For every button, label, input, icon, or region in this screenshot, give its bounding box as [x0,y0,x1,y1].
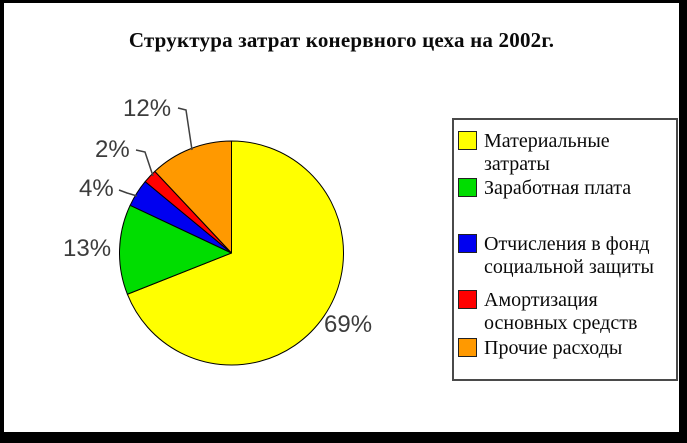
slice-label-12: 12% [123,95,172,122]
pie-slices [119,140,344,366]
legend-item-label: Заработная плата [484,177,632,199]
chart-canvas[interactable]: Структура затрат конервного цеха на 2002… [4,3,679,432]
legend-item-depreciation: Амортизация основных средств [458,289,674,335]
legend-item-material-costs: Материальные затраты [458,130,674,176]
legend-key-blue-icon [458,234,477,253]
pie-chart [118,107,344,366]
legend-item-other-expenses: Прочие расходы [458,337,674,360]
slice-label-69: 69% [324,311,373,338]
pie-slice-2 [119,204,232,295]
legend-key-orange-icon [458,338,477,357]
chart-title: Структура затрат конервного цеха на 2002… [128,28,555,52]
legend-item-label: Прочие расходы [484,337,623,359]
legend-item-label: Отчисления в фонд социальной защиты [484,233,654,278]
legend-item-label: Амортизация основных средств [484,289,638,334]
slice-label-2: 2% [95,136,130,163]
legend-box: Материальные затраты Заработная плата От… [452,118,678,381]
legend-key-yellow-icon [458,131,477,150]
pie-slice-1 [126,140,344,366]
slice-label-4: 4% [79,175,114,202]
leader-line-12-percent [177,107,193,151]
legend-item-social-fund: Отчисления в фонд социальной защиты [458,233,674,279]
legend-item-wages: Заработная плата [458,177,674,200]
slice-label-13: 13% [63,235,112,262]
leader-line-4-percent [118,189,138,197]
leader-line-2-percent [135,149,154,177]
legend-key-green-icon [458,178,477,197]
legend-key-red-icon [458,290,477,309]
pie-slice-5 [154,140,232,254]
legend-item-label: Материальные затраты [484,130,610,175]
